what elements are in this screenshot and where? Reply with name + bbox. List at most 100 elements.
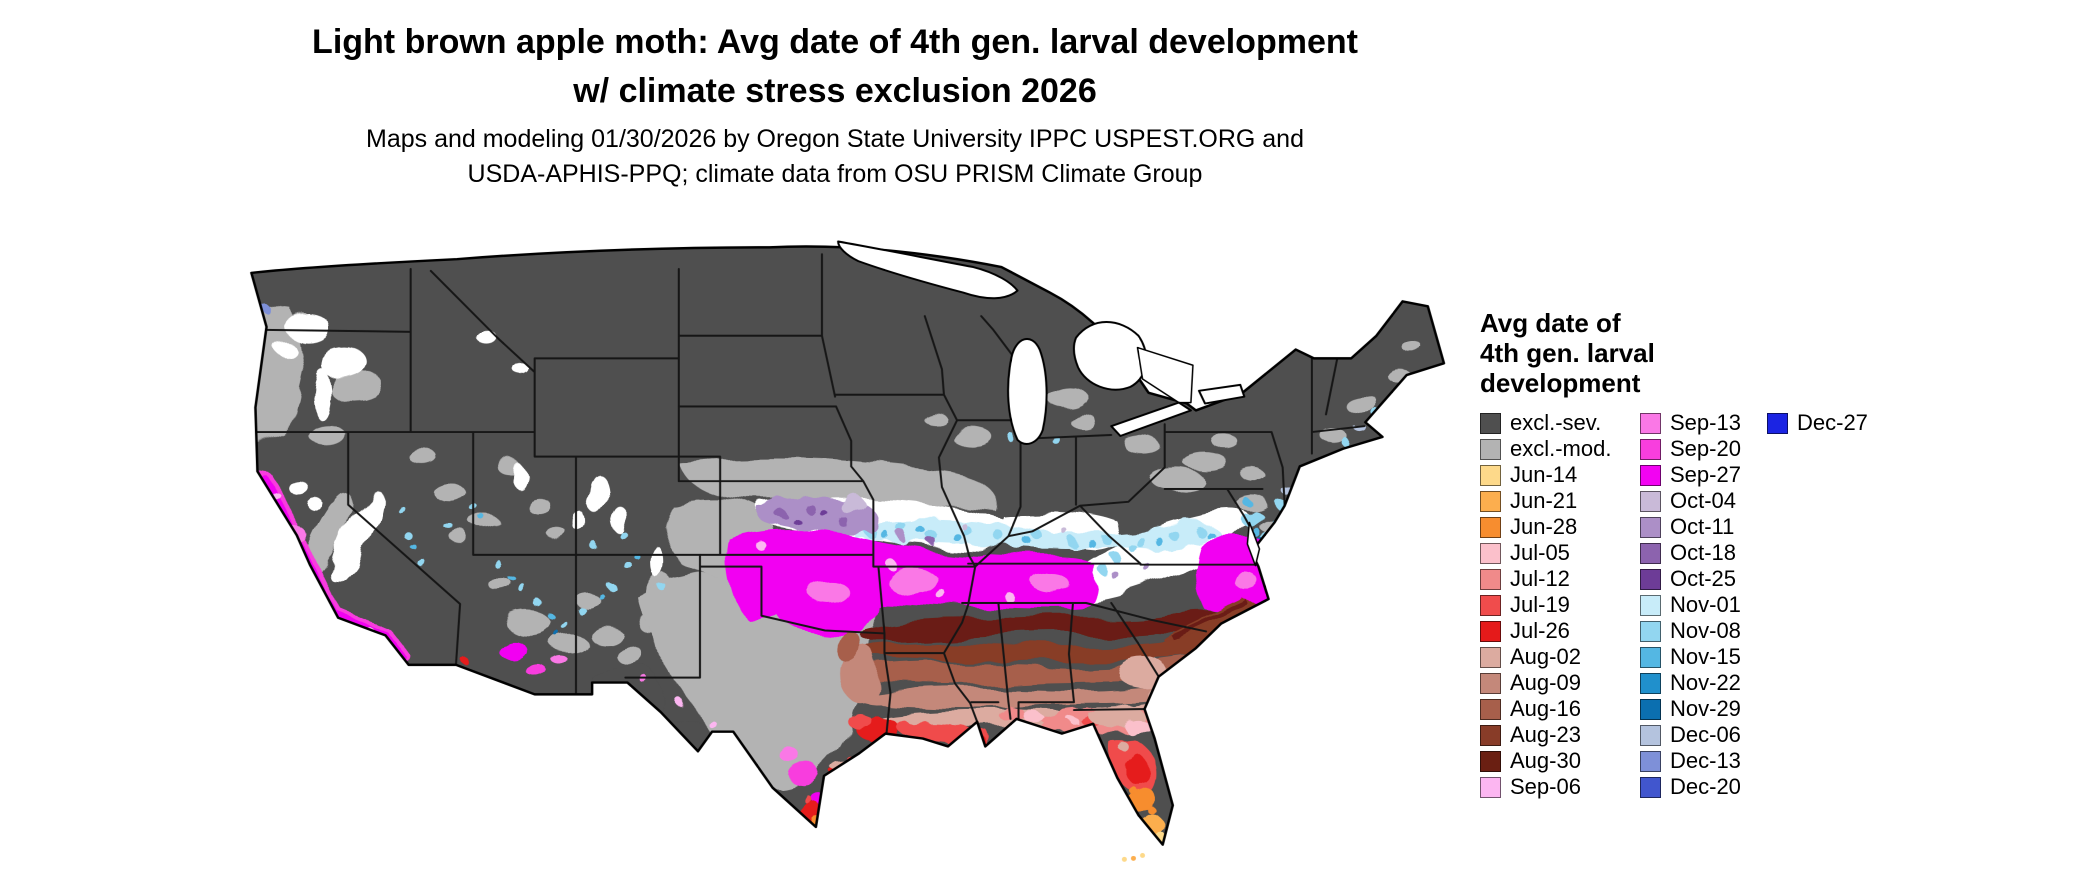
color-swatch <box>1480 542 1501 564</box>
legend-column-2: Sep-13 Sep-20 Sep-27 Oct-04 Oct-11 Oct-18 Oct-… <box>1640 410 1741 800</box>
legend-item-label: Nov-29 <box>1670 696 1741 721</box>
color-swatch <box>1640 672 1661 694</box>
legend-item: Aug-02 <box>1480 644 1611 670</box>
legend-item-label: Nov-15 <box>1670 644 1741 669</box>
lake-huron <box>1072 321 1148 391</box>
legend-item: Sep-27 <box>1640 462 1741 488</box>
color-swatch <box>1480 776 1501 798</box>
legend-item-label: Jul-19 <box>1510 592 1570 617</box>
legend-item-label: Aug-30 <box>1510 748 1581 773</box>
legend-item-label: Aug-02 <box>1510 644 1581 669</box>
legend-column-3: Dec-27 <box>1767 410 1868 436</box>
legend-item: Nov-01 <box>1640 592 1741 618</box>
legend-item: Jun-28 <box>1480 514 1611 540</box>
color-swatch <box>1640 646 1661 668</box>
legend-item-label: Aug-23 <box>1510 722 1581 747</box>
legend-item: Dec-27 <box>1767 410 1868 436</box>
chesapeake-bay <box>1246 521 1261 567</box>
lake-ontario <box>1197 383 1246 405</box>
legend-item: Oct-25 <box>1640 566 1741 592</box>
color-swatch <box>1640 698 1661 720</box>
legend-item: Dec-20 <box>1640 774 1741 800</box>
color-swatch <box>1640 620 1661 642</box>
legend-item-label: Jul-26 <box>1510 618 1570 643</box>
legend-item: Nov-08 <box>1640 618 1741 644</box>
june-regions <box>810 785 1167 845</box>
legend-item-label: Aug-09 <box>1510 670 1581 695</box>
legend-column-1: excl.-sev. excl.-mod. Jun-14 Jun-21 Jun-28 Ju… <box>1480 410 1611 800</box>
legend-item-label: Jul-12 <box>1510 566 1570 591</box>
color-swatch <box>1480 438 1501 460</box>
legend-item: Jul-05 <box>1480 540 1611 566</box>
title-line-1: Light brown apple moth: Avg date of 4th … <box>312 23 1358 61</box>
legend-item-label: Oct-25 <box>1670 566 1737 591</box>
legend-item: Jun-14 <box>1480 462 1611 488</box>
color-swatch <box>1480 646 1501 668</box>
legend-item: Sep-06 <box>1480 774 1611 800</box>
legend-item-label: Oct-11 <box>1670 514 1735 539</box>
legend-item-label: Dec-20 <box>1670 774 1741 799</box>
legend-item: Jul-26 <box>1480 618 1611 644</box>
lake-erie <box>1110 401 1192 437</box>
legend-item-label: Oct-18 <box>1670 540 1737 565</box>
color-swatch <box>1640 438 1661 460</box>
color-swatch <box>1480 516 1501 538</box>
us-map <box>250 240 1446 862</box>
color-swatch <box>1640 490 1661 512</box>
florida-keys <box>1121 852 1146 862</box>
legend-item: Aug-23 <box>1480 722 1611 748</box>
color-swatch <box>1640 724 1661 746</box>
color-swatch <box>1480 568 1501 590</box>
legend-title: Avg date of 4th gen. larval development <box>1480 308 1655 398</box>
legend-item: Nov-22 <box>1640 670 1741 696</box>
color-swatch <box>1640 412 1661 434</box>
legend-item: Dec-13 <box>1640 748 1741 774</box>
great-lakes <box>837 240 1261 567</box>
legend-item-label: Jun-21 <box>1510 488 1578 513</box>
legend-item-label: Dec-13 <box>1670 748 1741 773</box>
legend-item: Jul-19 <box>1480 592 1611 618</box>
legend-item: Jun-21 <box>1480 488 1611 514</box>
legend-item: Aug-16 <box>1480 696 1611 722</box>
legend-item-label: Jul-05 <box>1510 540 1570 565</box>
legend-item-label: Dec-27 <box>1797 410 1868 435</box>
subtitle-line-1: Maps and modeling 01/30/2026 by Oregon S… <box>366 125 1304 153</box>
subtitle-line-2: USDA-APHIS-PPQ; climate data from OSU PR… <box>467 160 1203 188</box>
legend-item-label: Sep-06 <box>1510 774 1581 799</box>
legend-item: Dec-06 <box>1640 722 1741 748</box>
page-subtitle: Maps and modeling 01/30/2026 by Oregon S… <box>0 122 1670 192</box>
color-swatch <box>1480 724 1501 746</box>
color-swatch <box>1640 568 1661 590</box>
color-swatch <box>1480 698 1501 720</box>
color-swatch <box>1640 516 1661 538</box>
color-swatch <box>1480 594 1501 616</box>
ontario-peninsula <box>1136 346 1194 404</box>
color-swatch <box>1480 672 1501 694</box>
color-swatch <box>1480 750 1501 772</box>
color-swatch <box>1480 464 1501 486</box>
legend-item-label: Jun-28 <box>1510 514 1578 539</box>
legend-item-label: Sep-13 <box>1670 410 1741 435</box>
legend-item: Oct-18 <box>1640 540 1741 566</box>
page-title: Light brown apple moth: Avg date of 4th … <box>0 18 1670 116</box>
color-swatch <box>1640 750 1661 772</box>
color-swatch <box>1767 412 1788 434</box>
legend-item: Aug-30 <box>1480 748 1611 774</box>
color-swatch <box>1480 490 1501 512</box>
legend-item-label: Nov-22 <box>1670 670 1741 695</box>
color-swatch <box>1480 412 1501 434</box>
color-swatch <box>1640 542 1661 564</box>
legend-item-label: Aug-16 <box>1510 696 1581 721</box>
legend-item: excl.-sev. <box>1480 410 1611 436</box>
legend-item-label: Nov-08 <box>1670 618 1741 643</box>
legend-item-label: Sep-20 <box>1670 436 1741 461</box>
legend-item-label: Sep-27 <box>1670 462 1741 487</box>
legend-item: Nov-29 <box>1640 696 1741 722</box>
legend-item: Oct-11 <box>1640 514 1741 540</box>
legend-item-label: Oct-04 <box>1670 488 1737 513</box>
legend-item-label: Dec-06 <box>1670 722 1741 747</box>
legend-item: Aug-09 <box>1480 670 1611 696</box>
lake-superior <box>837 240 1019 300</box>
legend-item: Nov-15 <box>1640 644 1741 670</box>
color-swatch <box>1640 594 1661 616</box>
